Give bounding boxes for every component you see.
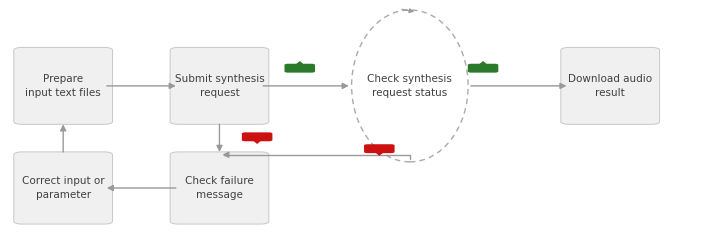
Text: Submit synthesis
request: Submit synthesis request	[175, 74, 264, 98]
FancyBboxPatch shape	[561, 47, 659, 124]
Polygon shape	[295, 61, 304, 65]
Polygon shape	[374, 152, 384, 156]
Polygon shape	[478, 61, 488, 65]
FancyBboxPatch shape	[14, 152, 112, 224]
Text: Prepare
input text files: Prepare input text files	[25, 74, 101, 98]
FancyBboxPatch shape	[284, 64, 315, 73]
FancyBboxPatch shape	[14, 47, 112, 124]
FancyBboxPatch shape	[170, 47, 268, 124]
FancyBboxPatch shape	[242, 132, 272, 141]
Polygon shape	[253, 140, 262, 144]
Text: Correct input or
parameter: Correct input or parameter	[22, 176, 105, 200]
FancyBboxPatch shape	[364, 144, 395, 153]
FancyBboxPatch shape	[468, 64, 498, 73]
FancyBboxPatch shape	[170, 152, 268, 224]
Text: Check failure
message: Check failure message	[185, 176, 254, 200]
Text: Download audio
result: Download audio result	[568, 74, 652, 98]
Text: Check synthesis
request status: Check synthesis request status	[367, 74, 453, 98]
